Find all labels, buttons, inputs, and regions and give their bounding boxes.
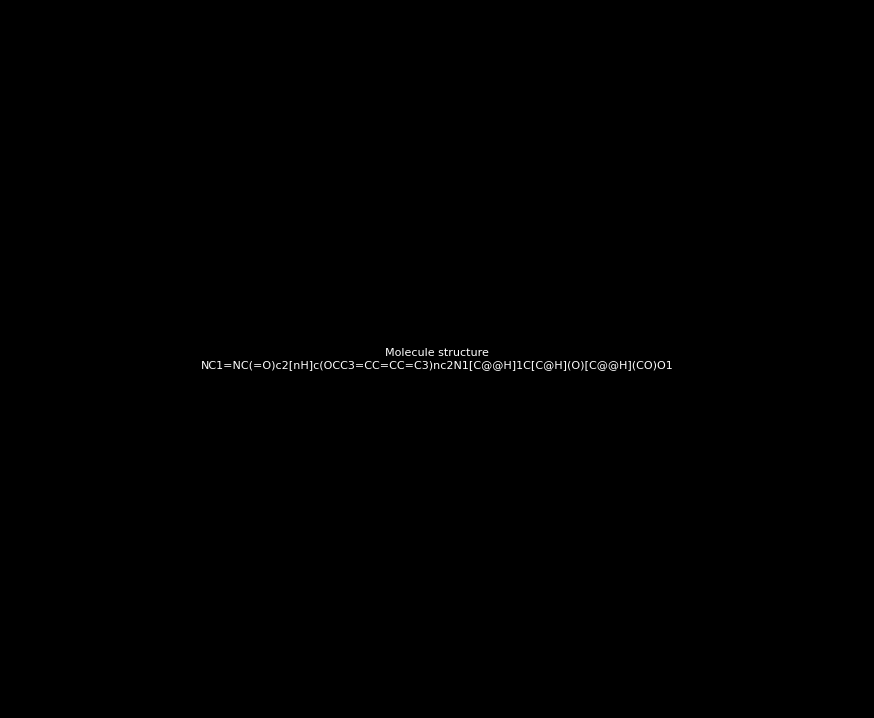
- Text: Molecule structure
NC1=NC(=O)c2[nH]c(OCC3=CC=CC=C3)nc2N1[C@@H]1C[C@H](O)[C@@H](C: Molecule structure NC1=NC(=O)c2[nH]c(OCC…: [201, 348, 673, 370]
